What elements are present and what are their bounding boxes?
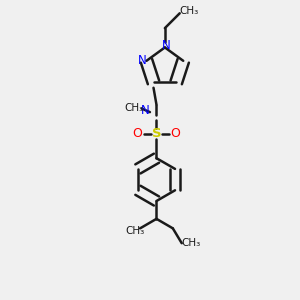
Text: O: O [133,127,142,140]
Text: CH₃: CH₃ [125,226,144,236]
Text: CH₃: CH₃ [179,6,198,16]
Text: CH₃: CH₃ [181,238,200,248]
Text: N: N [162,40,171,52]
Text: N: N [141,104,150,117]
Text: N: N [138,54,146,67]
Text: CH₃: CH₃ [124,103,144,113]
Text: S: S [152,127,161,140]
Text: O: O [171,127,180,140]
